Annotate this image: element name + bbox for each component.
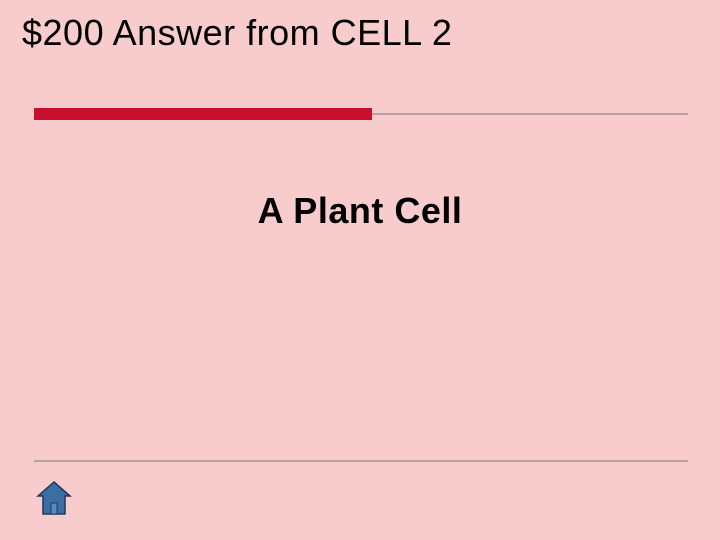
title-underline-bar — [34, 108, 372, 120]
home-icon — [34, 478, 74, 518]
answer-text: A Plant Cell — [0, 190, 720, 232]
home-button[interactable] — [34, 478, 74, 518]
slide-title: $200 Answer from CELL 2 — [22, 12, 452, 54]
bottom-divider — [34, 460, 688, 462]
title-underline-thin — [372, 113, 688, 115]
